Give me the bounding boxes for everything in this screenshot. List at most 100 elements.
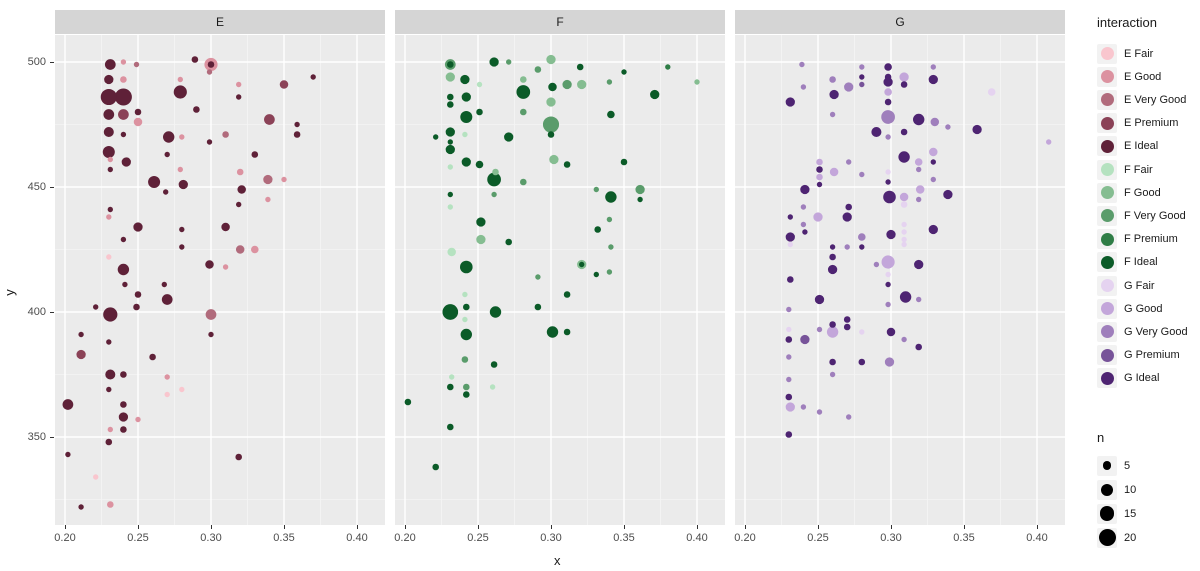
x-tick-label: 0.35 <box>613 532 635 544</box>
data-point <box>489 57 499 67</box>
data-point <box>534 66 542 73</box>
data-point <box>785 402 795 412</box>
data-point <box>105 369 116 380</box>
legend-key <box>1097 455 1117 476</box>
size-legend-item-10: 10 <box>1097 478 1136 501</box>
data-point <box>476 217 486 227</box>
size-swatch-icon <box>1102 461 1112 470</box>
size-legend-item-5: 5 <box>1097 454 1130 477</box>
data-point <box>105 438 113 446</box>
data-point <box>800 184 810 195</box>
data-point <box>103 109 115 120</box>
legend-key <box>1097 368 1117 389</box>
data-point <box>237 185 246 194</box>
data-point <box>148 175 161 189</box>
legend-key <box>1097 159 1117 180</box>
data-point <box>265 196 271 203</box>
data-point <box>829 358 836 366</box>
data-point <box>178 179 188 190</box>
legend-item-f-premium: F Premium <box>1097 228 1178 251</box>
x-tick-mark <box>357 525 358 529</box>
data-point <box>76 349 86 360</box>
data-point <box>606 269 613 275</box>
data-point <box>858 233 866 241</box>
data-point <box>463 303 470 311</box>
data-point <box>846 159 852 165</box>
legend-item-g-good: G Good <box>1097 297 1163 320</box>
data-point <box>901 336 907 343</box>
data-point <box>460 328 472 341</box>
data-point <box>118 109 129 120</box>
x-tick-mark <box>405 525 406 529</box>
data-point <box>913 113 925 126</box>
data-point <box>120 426 127 433</box>
data-point <box>222 264 229 270</box>
data-point <box>461 157 471 167</box>
data-point <box>120 401 127 408</box>
data-point <box>945 124 951 130</box>
data-point <box>844 244 850 250</box>
data-point <box>106 339 112 345</box>
data-point <box>251 151 259 158</box>
data-point <box>103 126 114 138</box>
x-tick-mark <box>478 525 479 529</box>
x-tick-label: 0.30 <box>880 532 902 544</box>
data-point <box>884 88 892 96</box>
data-point <box>107 426 113 433</box>
color-swatch-icon <box>1100 255 1114 269</box>
color-swatch-icon <box>1100 139 1114 153</box>
data-point <box>593 186 599 193</box>
data-point <box>535 274 541 280</box>
data-point <box>235 453 242 461</box>
data-point <box>107 206 113 213</box>
data-point <box>816 181 823 188</box>
data-point <box>972 124 982 135</box>
data-point <box>447 164 453 170</box>
data-point <box>107 166 113 173</box>
data-point <box>520 76 527 83</box>
size-legend-item-label: 10 <box>1124 483 1137 496</box>
data-point <box>901 241 907 248</box>
data-point <box>93 474 99 480</box>
data-point <box>829 244 836 250</box>
data-point <box>442 304 459 320</box>
data-point <box>930 117 940 127</box>
data-point <box>885 169 891 175</box>
data-point <box>785 97 795 107</box>
data-point <box>207 61 215 68</box>
data-point <box>885 301 891 308</box>
data-point <box>886 327 896 337</box>
data-point <box>475 160 484 169</box>
data-point <box>193 106 200 113</box>
legend-item-label: G Fair <box>1124 279 1155 292</box>
data-point <box>117 263 130 276</box>
data-point <box>78 504 84 510</box>
data-point <box>859 74 865 80</box>
data-point <box>785 336 793 343</box>
legend-key <box>1097 113 1117 134</box>
x-tick-mark <box>551 525 552 529</box>
legend-key <box>1097 43 1117 64</box>
data-point <box>594 226 601 233</box>
size-swatch-icon <box>1098 529 1116 546</box>
data-point <box>263 174 273 185</box>
color-swatch-icon <box>1100 116 1114 130</box>
data-point <box>447 191 453 198</box>
y-tick-mark <box>50 437 54 438</box>
legend-item-label: F Premium <box>1124 233 1178 246</box>
data-point <box>179 386 185 393</box>
color-swatch-icon <box>1100 70 1114 84</box>
legend-item-label: F Fair <box>1124 163 1153 176</box>
data-point <box>829 167 839 177</box>
data-point <box>433 134 439 140</box>
y-tick-label: 450 <box>27 181 46 193</box>
data-point <box>885 271 891 278</box>
x-tick-mark <box>65 525 66 529</box>
data-point <box>134 108 142 116</box>
data-point <box>476 234 486 245</box>
data-point <box>134 291 142 298</box>
size-legend-title: n <box>1097 430 1105 445</box>
data-point <box>103 307 118 322</box>
data-point <box>133 61 140 68</box>
data-point <box>404 398 412 406</box>
